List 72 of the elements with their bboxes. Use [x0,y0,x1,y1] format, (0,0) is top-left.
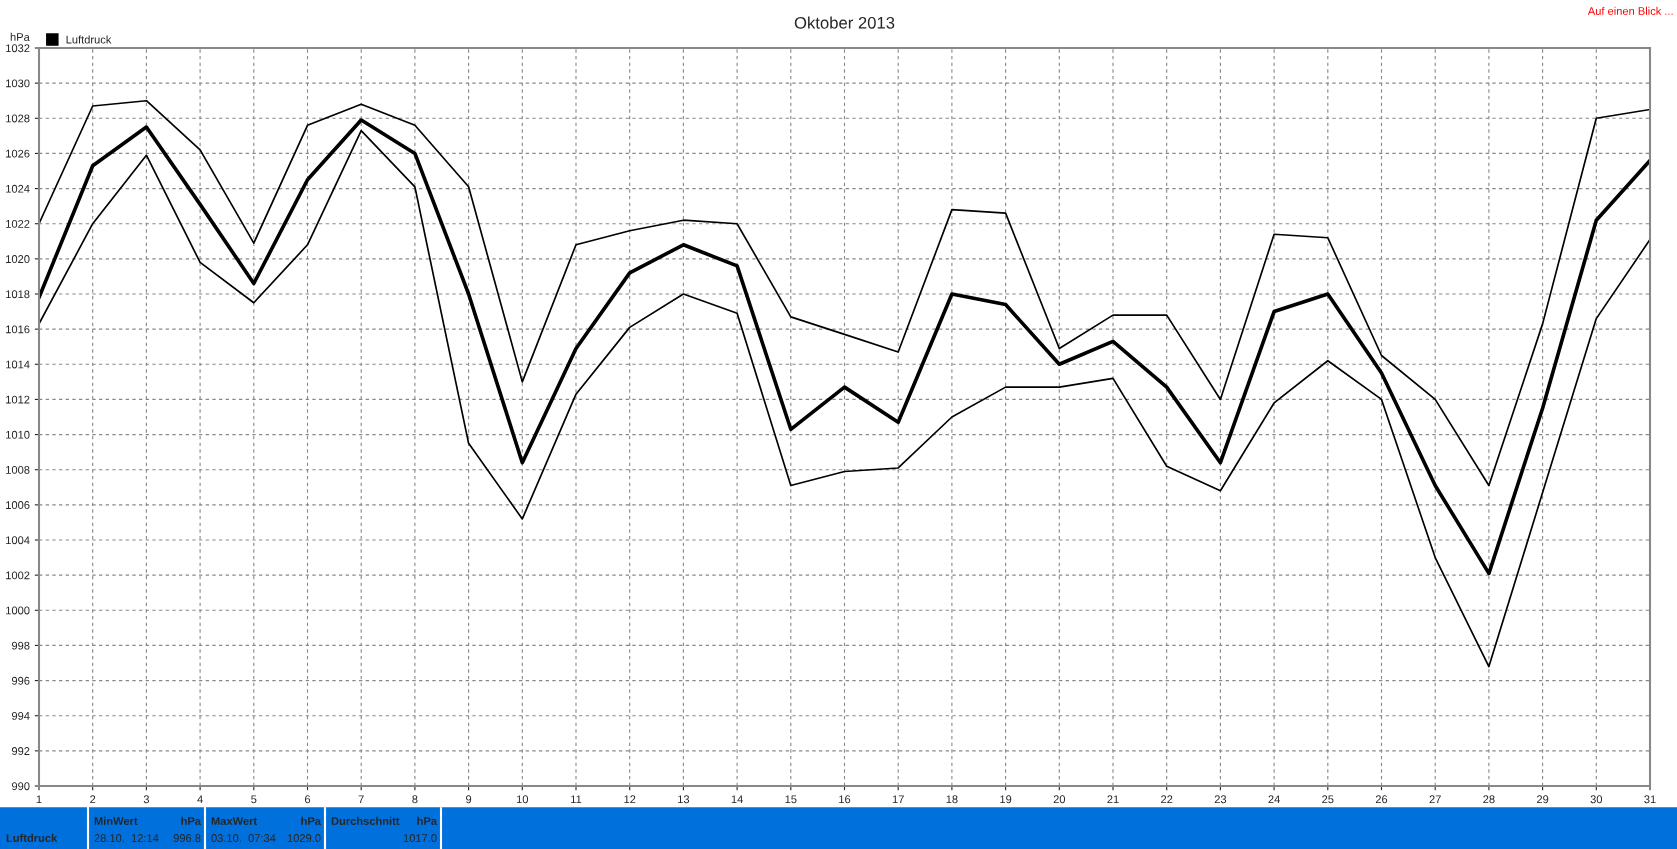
y-tick-label: 1002 [6,571,30,580]
text: 996.8 [173,834,201,842]
x-tick-label: 24 [1268,795,1280,804]
x-tick-label: 25 [1322,795,1334,804]
x-tick-label: 3 [143,795,149,804]
x-tick-label: 4 [197,795,203,804]
x-tick-label: 26 [1375,795,1388,804]
text: hPa [181,816,202,825]
y-axis-title: hPa [10,32,30,41]
text: hPa [301,816,322,825]
line-series [39,129,1650,668]
y-tick-label: 1026 [6,149,30,158]
y-tick-label: 998 [11,641,30,650]
y-tick-label: 1028 [6,114,30,123]
y-tick-label: 994 [11,711,30,720]
y-tick-label: 1004 [6,536,30,545]
y-tick-label: 1018 [6,290,30,299]
x-tick-label: 28 [1483,795,1495,804]
x-tick-label: 5 [251,795,257,804]
x-tick-label: 27 [1429,795,1441,804]
x-tick-label: 29 [1536,795,1549,804]
x-tick-label: 20 [1053,795,1066,804]
x-tick-label: 15 [785,795,797,804]
y-tick-label: 1010 [6,430,30,439]
x-tick-label: 2 [90,795,96,804]
x-tick-label: 22 [1161,795,1173,804]
x-tick-label: 23 [1214,795,1227,804]
x-tick-label: 12 [624,795,636,804]
text: 1029.0 [287,834,321,842]
text: MinWert [94,816,138,825]
y-tick-label: 1030 [6,79,30,88]
y-tick-label: 1008 [6,465,30,474]
y-tick-label: 996 [11,676,30,685]
y-tick-label: 1024 [6,184,30,193]
x-tick-label: 7 [358,795,364,804]
x-tick-label: 1 [36,795,42,804]
line-series [39,99,1650,487]
x-tick-label: 10 [516,795,529,804]
x-tick-label: 30 [1590,795,1603,804]
x-tick-label: 8 [412,795,418,804]
x-tick-label: 9 [466,795,472,804]
x-tick-label: 21 [1107,795,1119,804]
line-series [39,118,1650,576]
x-tick-label: 31 [1644,795,1656,804]
text: MaxWert [211,817,257,825]
text: Durchschnitt [331,816,400,825]
x-tick-label: 18 [946,795,958,804]
x-tick-label: 16 [839,795,851,804]
y-tick-label: 1012 [6,395,30,404]
x-tick-label: 14 [731,795,743,804]
text: Auf einen Blick ... [1587,6,1673,15]
x-tick-label: 17 [892,795,904,804]
chart-title: Oktober 2013 [794,16,895,29]
x-tick-label: 19 [1000,795,1012,804]
y-tick-label: 1014 [6,360,30,369]
y-tick-label: 1022 [6,219,30,228]
x-tick-label: 6 [304,795,311,804]
text: hPa [417,816,438,825]
x-tick-label: 13 [678,795,690,804]
y-tick-label: 1006 [6,501,30,509]
y-tick-label: 1000 [6,606,30,615]
text: 28.10. 12:14 [94,834,159,842]
y-tick-label: 1032 [6,44,30,53]
y-tick-label: 1016 [6,325,30,334]
y-tick-label: 990 [11,782,30,791]
legend-label: Luftdruck [66,35,112,44]
text: Luftdruck [6,833,58,842]
y-tick-label: 1020 [6,255,30,263]
x-tick-label: 11 [571,795,582,804]
text: 1017.0 [403,834,437,842]
text: 03.10. 07:34 [211,834,276,842]
y-tick-label: 992 [11,747,30,755]
